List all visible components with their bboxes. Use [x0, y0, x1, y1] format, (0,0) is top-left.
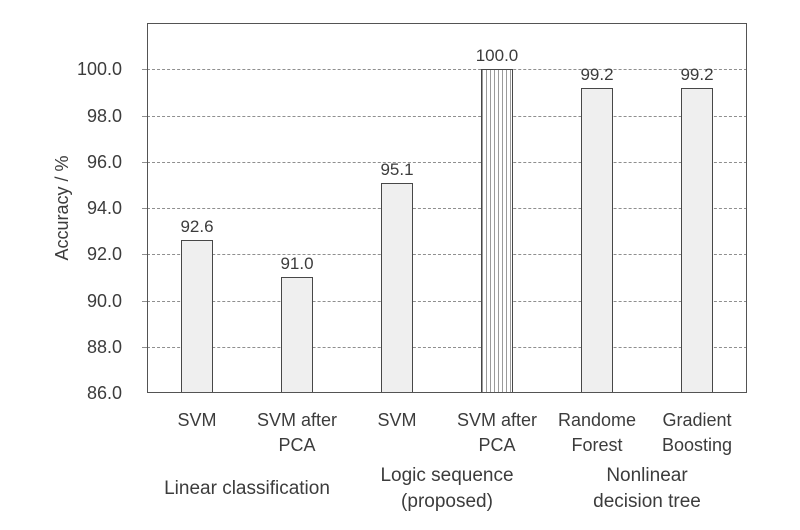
category-label-3: SVM after PCA [442, 408, 552, 458]
bar-value-label-3: 100.0 [475, 46, 519, 66]
group-label-line: Linear classification [164, 478, 330, 499]
bar-1 [281, 277, 313, 393]
y-gridline [147, 115, 747, 117]
y-gridline [147, 161, 747, 163]
group-label-2: Nonlinear decision tree [537, 461, 757, 517]
category-label-line: Gradient [662, 410, 732, 430]
y-tick-mark [142, 346, 147, 348]
bar-value-label-1: 91.0 [280, 254, 314, 274]
category-label-line: SVM after [256, 410, 338, 430]
y-tick-label: 92.0 [86, 244, 122, 265]
y-tick-label: 98.0 [86, 105, 122, 126]
category-label-0: SVM [142, 408, 252, 433]
y-tick-label: 100.0 [76, 59, 122, 80]
y-tick-label: 94.0 [86, 198, 122, 218]
y-tick-label: 90.0 [86, 290, 122, 311]
group-label-line: Logic sequence [380, 465, 514, 486]
y-tick-mark [142, 300, 147, 302]
bar-value-label-2: 95.1 [380, 159, 414, 179]
group-label-line: (proposed) [401, 491, 493, 512]
y-tick-label: 96.0 [86, 151, 122, 172]
y-tick-mark [142, 161, 147, 163]
category-label-line: PCA [278, 435, 316, 455]
bar-value-label-4: 99.2 [580, 64, 614, 84]
category-label-line: PCA [478, 435, 516, 455]
bar-5 [681, 87, 713, 393]
category-label-line: Randome [557, 410, 637, 430]
bar-4 [581, 87, 613, 393]
bar-value-label-5: 99.2 [680, 64, 714, 84]
y-gridline [147, 254, 747, 256]
category-label-line: Forest [571, 435, 623, 455]
group-label-line: Nonlinear [606, 465, 688, 486]
category-label-line: Boosting [661, 435, 733, 455]
category-label-line: SVM [177, 410, 217, 430]
y-tick-mark [142, 254, 147, 256]
bar-3 [481, 69, 513, 393]
group-label-0: Linear classification [137, 461, 357, 517]
category-label-line: SVM [377, 410, 417, 430]
bar-value-label-0: 92.6 [180, 217, 214, 237]
y-tick-label: 86.0 [86, 383, 122, 403]
y-gridline [147, 346, 747, 348]
y-gridline [147, 69, 747, 71]
y-tick-mark [142, 115, 147, 117]
y-tick-mark [142, 69, 147, 71]
category-label-1: SVM after PCA [242, 408, 352, 458]
category-label-5: Gradient Boosting [642, 408, 752, 458]
y-tick-mark [142, 208, 147, 209]
y-gridline [147, 300, 747, 302]
group-label-line: decision tree [593, 491, 701, 512]
y-tick-label: 88.0 [86, 336, 122, 357]
group-label-1: Logic sequence (proposed) [337, 461, 557, 517]
category-label-line: SVM after [456, 410, 538, 430]
category-label-4: Randome Forest [542, 408, 652, 458]
category-label-2: SVM [342, 408, 452, 433]
bar-0 [181, 240, 213, 393]
bar-2 [381, 182, 413, 393]
y-gridline [147, 208, 747, 209]
